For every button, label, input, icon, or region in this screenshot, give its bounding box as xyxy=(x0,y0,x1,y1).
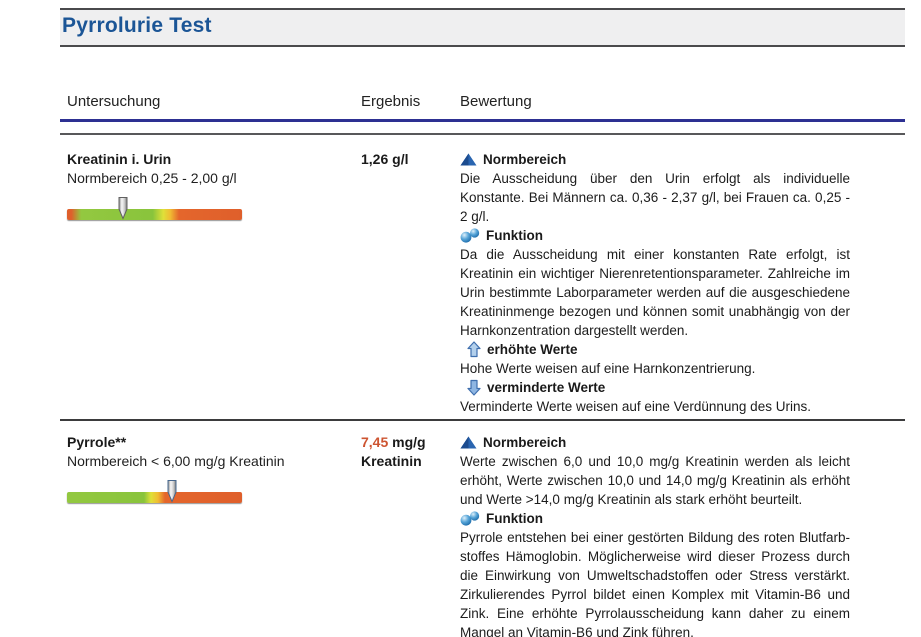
normbereich-text: Die Ausscheidung über den Urin erfolgt a… xyxy=(460,171,850,224)
range-marker-needle-icon xyxy=(167,480,177,503)
reference-range-bar xyxy=(67,197,242,220)
table-column-headers: Untersuchung Ergebnis Bewertung xyxy=(60,93,905,110)
result-value: 1,26 xyxy=(361,151,389,167)
erhoehte-werte-label: erhöhte Werte xyxy=(487,342,578,357)
page-title: Pyrrolurie Test xyxy=(62,14,212,37)
normbereich-label: Normbereich xyxy=(483,435,567,450)
test-name: Kreatinin i. Urin xyxy=(67,151,172,167)
header-rule-blue xyxy=(60,119,905,122)
reference-range-bar xyxy=(67,480,242,503)
arrow-up-icon xyxy=(467,341,481,358)
untersuchung-cell: Kreatinin i. Urin Normbereich 0,25 - 2,0… xyxy=(60,150,355,220)
row-separator-rule xyxy=(60,419,905,421)
test-row-pyrrole: Pyrrole** Normbereich < 6,00 mg/g Kreati… xyxy=(60,421,905,637)
funktion-spheres-icon xyxy=(460,228,480,243)
erhoehte-werte-text: Hohe Werte weisen auf eine Harnkonzentri… xyxy=(460,361,756,376)
arrow-down-icon xyxy=(467,379,481,396)
test-norm-range: Normbereich < 6,00 mg/g Kreatinin xyxy=(67,453,285,469)
test-norm-range: Normbereich 0,25 - 2,00 g/l xyxy=(67,170,237,186)
funktion-heading: Funktion xyxy=(460,509,850,528)
bewertung-cell: Normbereich Die Ausscheidung über den Ur… xyxy=(460,150,850,416)
test-name: Pyrrole** xyxy=(67,434,127,450)
column-header-untersuchung: Untersuchung xyxy=(67,93,161,110)
erhoehte-werte-heading: erhöhte Werte xyxy=(460,340,850,359)
normbereich-heading: Normbereich xyxy=(460,150,850,169)
result-value: 7,45 xyxy=(361,434,389,450)
verminderte-werte-heading: verminderte Werte xyxy=(460,378,850,397)
column-header-ergebnis: Ergebnis xyxy=(361,93,421,110)
normbereich-label: Normbereich xyxy=(483,152,567,167)
normbereich-text: Werte zwischen 6,0 und 10,0 mg/g Kreatin… xyxy=(460,454,850,507)
test-row-kreatinin: Kreatinin i. Urin Normbereich 0,25 - 2,0… xyxy=(60,135,905,416)
report-title-band: Pyrrolurie Test xyxy=(60,8,905,47)
normbereich-heading: Normbereich xyxy=(460,433,850,452)
report-page: Pyrrolurie Test Untersuchung Ergebnis Be… xyxy=(60,8,905,637)
funktion-text: Pyrrole entstehen bei einer gestörten Bi… xyxy=(460,530,850,637)
ergebnis-cell: 7,45 mg/g Kreatinin xyxy=(355,433,460,471)
normbereich-triangle-icon xyxy=(460,436,477,449)
funktion-heading: Funktion xyxy=(460,226,850,245)
untersuchung-cell: Pyrrole** Normbereich < 6,00 mg/g Kreati… xyxy=(60,433,355,503)
normbereich-triangle-icon xyxy=(460,153,477,166)
header-rule-gray xyxy=(60,133,905,135)
ergebnis-cell: 1,26 g/l xyxy=(355,150,460,169)
verminderte-werte-text: Verminderte Werte weisen auf eine Verdün… xyxy=(460,399,811,414)
funktion-label: Funktion xyxy=(486,511,543,526)
result-unit: mg/g xyxy=(392,434,426,450)
column-header-bewertung: Bewertung xyxy=(460,93,532,110)
funktion-label: Funktion xyxy=(486,228,543,243)
range-marker-needle-icon xyxy=(118,197,128,220)
result-unit-line2: Kreatinin xyxy=(361,453,422,469)
verminderte-werte-label: verminderte Werte xyxy=(487,380,606,395)
funktion-spheres-icon xyxy=(460,511,480,526)
result-unit: g/l xyxy=(392,151,409,167)
bewertung-cell: Normbereich Werte zwischen 6,0 und 10,0 … xyxy=(460,433,850,637)
funktion-text: Da die Ausscheidung mit einer konstanten… xyxy=(460,247,850,338)
